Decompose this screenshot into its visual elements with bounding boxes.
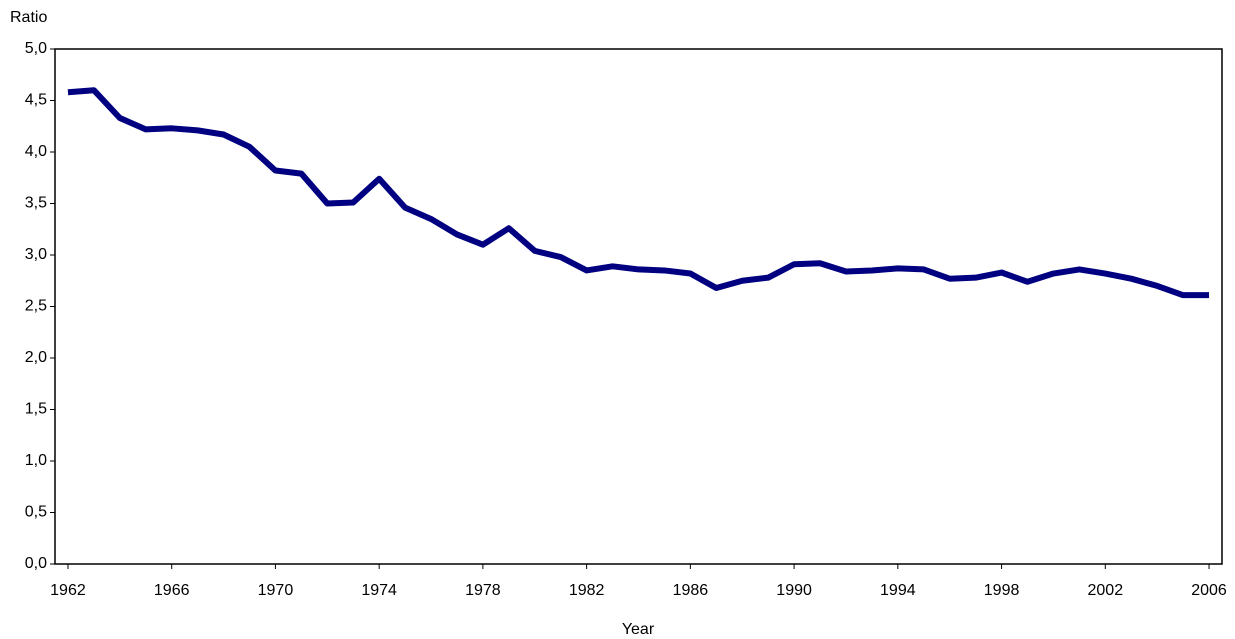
x-tick-label: 1974 [361, 582, 397, 599]
y-tick-label: 2,0 [25, 349, 47, 366]
y-tick-label: 0,0 [25, 555, 47, 572]
x-tick-label: 2006 [1191, 582, 1227, 599]
y-tick-label: 5,0 [25, 40, 47, 57]
y-tick-label: 2,5 [25, 298, 47, 315]
y-tick-label: 3,0 [25, 246, 47, 263]
x-tick-label: 1998 [984, 582, 1020, 599]
x-tick-label: 1986 [673, 582, 709, 599]
x-tick-label: 1994 [880, 582, 916, 599]
y-tick-label: 3,5 [25, 195, 47, 212]
y-tick-label: 4,0 [25, 143, 47, 160]
x-tick-label: 1962 [50, 582, 86, 599]
x-tick-label: 1966 [154, 582, 190, 599]
y-tick-label: 0,5 [25, 504, 47, 521]
data-line [67, 87, 1210, 299]
y-tick-label: 4,5 [25, 92, 47, 109]
x-tick-label: 2002 [1088, 582, 1124, 599]
y-tick-label: 1,5 [25, 401, 47, 418]
plot-frame [54, 48, 1223, 565]
x-tick-label: 1982 [569, 582, 605, 599]
y-axis-label: Ratio [10, 9, 47, 26]
x-tick-label: 1970 [258, 582, 294, 599]
x-tick-label: 1978 [465, 582, 501, 599]
y-tick-label: 1,0 [25, 452, 47, 469]
x-tick-label: 1990 [776, 582, 812, 599]
x-axis-label: Year [622, 621, 655, 638]
